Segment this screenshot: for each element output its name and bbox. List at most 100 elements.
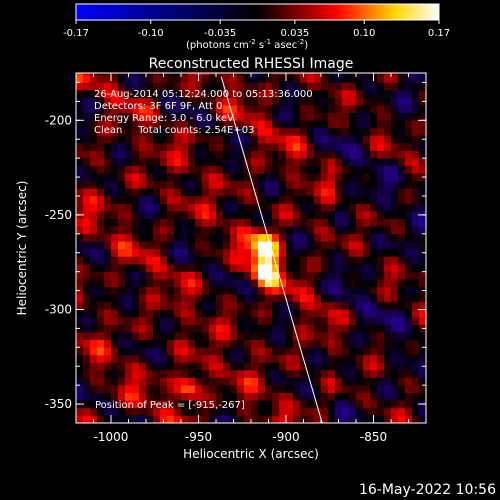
heatmap-cell bbox=[125, 332, 133, 341]
heatmap-cell bbox=[349, 271, 357, 280]
heatmap-cell bbox=[90, 301, 98, 310]
heatmap-cell bbox=[139, 127, 147, 136]
heatmap-cell bbox=[391, 82, 399, 91]
heatmap-cell bbox=[279, 286, 287, 295]
heatmap-cell bbox=[174, 120, 182, 129]
heatmap-cell bbox=[363, 332, 371, 341]
heatmap-cell bbox=[251, 339, 259, 348]
heatmap-cell bbox=[90, 112, 98, 121]
heatmap-cell bbox=[307, 127, 315, 136]
heatmap-cell bbox=[286, 377, 294, 386]
heatmap-cell bbox=[272, 180, 280, 189]
heatmap-cell bbox=[293, 286, 301, 295]
heatmap-cell bbox=[328, 332, 336, 341]
y-tick-label: -350 bbox=[45, 397, 72, 411]
heatmap-cell bbox=[118, 105, 126, 114]
heatmap-cell bbox=[146, 105, 154, 114]
heatmap-cell bbox=[419, 392, 426, 401]
heatmap-cell bbox=[356, 385, 364, 394]
heatmap-cell bbox=[174, 180, 182, 189]
heatmap-cell bbox=[90, 105, 98, 114]
heatmap-cell bbox=[209, 74, 217, 83]
heatmap-cell bbox=[293, 309, 301, 318]
heatmap-cell bbox=[412, 415, 420, 423]
heatmap-cell bbox=[405, 248, 413, 257]
heatmap-cell bbox=[104, 73, 112, 76]
heatmap-cell bbox=[356, 120, 364, 129]
heatmap-cell bbox=[76, 347, 84, 356]
heatmap-cell bbox=[398, 211, 406, 219]
heatmap-cell bbox=[391, 150, 399, 159]
heatmap-cell bbox=[104, 188, 112, 197]
heatmap-cell bbox=[363, 173, 371, 182]
heatmap-cell bbox=[258, 309, 266, 318]
heatmap-cell bbox=[111, 347, 119, 356]
heatmap-cell bbox=[321, 211, 329, 219]
heatmap-cell bbox=[307, 415, 315, 423]
heatmap-cell bbox=[377, 264, 385, 272]
heatmap-cell bbox=[321, 400, 329, 409]
heatmap-cell bbox=[335, 317, 343, 325]
heatmap-cell bbox=[265, 241, 273, 250]
heatmap-cell bbox=[363, 392, 371, 401]
heatmap-cell bbox=[398, 256, 406, 265]
heatmap-cell bbox=[202, 332, 210, 341]
heatmap-cell bbox=[335, 400, 343, 409]
heatmap-cell bbox=[111, 317, 119, 325]
heatmap-cell bbox=[174, 158, 182, 167]
heatmap-cell bbox=[370, 385, 378, 394]
heatmap-cell bbox=[405, 324, 413, 333]
heatmap-cell bbox=[356, 233, 364, 242]
heatmap-cell bbox=[230, 324, 238, 333]
heatmap-cell bbox=[167, 90, 175, 98]
heatmap-cell bbox=[139, 248, 147, 257]
heatmap-cell bbox=[97, 347, 105, 356]
heatmap-cell bbox=[258, 279, 266, 288]
heatmap-cell bbox=[391, 256, 399, 265]
heatmap-cell bbox=[342, 264, 350, 272]
heatmap-cell bbox=[195, 286, 203, 295]
heatmap-cell bbox=[286, 370, 294, 378]
heatmap-cell bbox=[90, 256, 98, 265]
heatmap-cell bbox=[97, 241, 105, 250]
heatmap-cell bbox=[349, 226, 357, 235]
heatmap-cell bbox=[258, 286, 266, 295]
heatmap-cell bbox=[391, 211, 399, 219]
heatmap-cell bbox=[398, 317, 406, 325]
heatmap-cell bbox=[307, 73, 315, 76]
heatmap-cell bbox=[300, 127, 308, 136]
heatmap-cell bbox=[314, 173, 322, 182]
heatmap-cell bbox=[265, 105, 273, 114]
heatmap-cell bbox=[237, 256, 245, 265]
heatmap-cell bbox=[181, 385, 189, 394]
heatmap-cell bbox=[223, 127, 231, 136]
heatmap-cell bbox=[209, 203, 217, 212]
heatmap-cell bbox=[342, 271, 350, 280]
heatmap-cell bbox=[384, 415, 392, 423]
heatmap-cell bbox=[384, 127, 392, 136]
heatmap-cell bbox=[132, 279, 140, 288]
heatmap-cell bbox=[293, 339, 301, 348]
heatmap-cell bbox=[188, 97, 196, 106]
heatmap-cell bbox=[251, 143, 259, 151]
heatmap-cell bbox=[90, 407, 98, 416]
heatmap-cell bbox=[132, 180, 140, 189]
heatmap-cell bbox=[181, 135, 189, 144]
heatmap-cell bbox=[132, 73, 140, 76]
heatmap-cell bbox=[272, 400, 280, 409]
heatmap-cell bbox=[202, 150, 210, 159]
heatmap-cell bbox=[76, 90, 84, 98]
heatmap-cell bbox=[384, 218, 392, 227]
heatmap-cell bbox=[76, 150, 84, 159]
heatmap-cell bbox=[90, 347, 98, 356]
heatmap-cell bbox=[265, 370, 273, 378]
heatmap-cell bbox=[307, 97, 315, 106]
heatmap-cell bbox=[146, 385, 154, 394]
heatmap-cell bbox=[272, 226, 280, 235]
heatmap-cell bbox=[83, 347, 91, 356]
heatmap-cell bbox=[272, 248, 280, 257]
heatmap-cell bbox=[405, 317, 413, 325]
heatmap-cell bbox=[328, 211, 336, 219]
heatmap-cell bbox=[244, 120, 252, 129]
heatmap-cell bbox=[195, 165, 203, 174]
